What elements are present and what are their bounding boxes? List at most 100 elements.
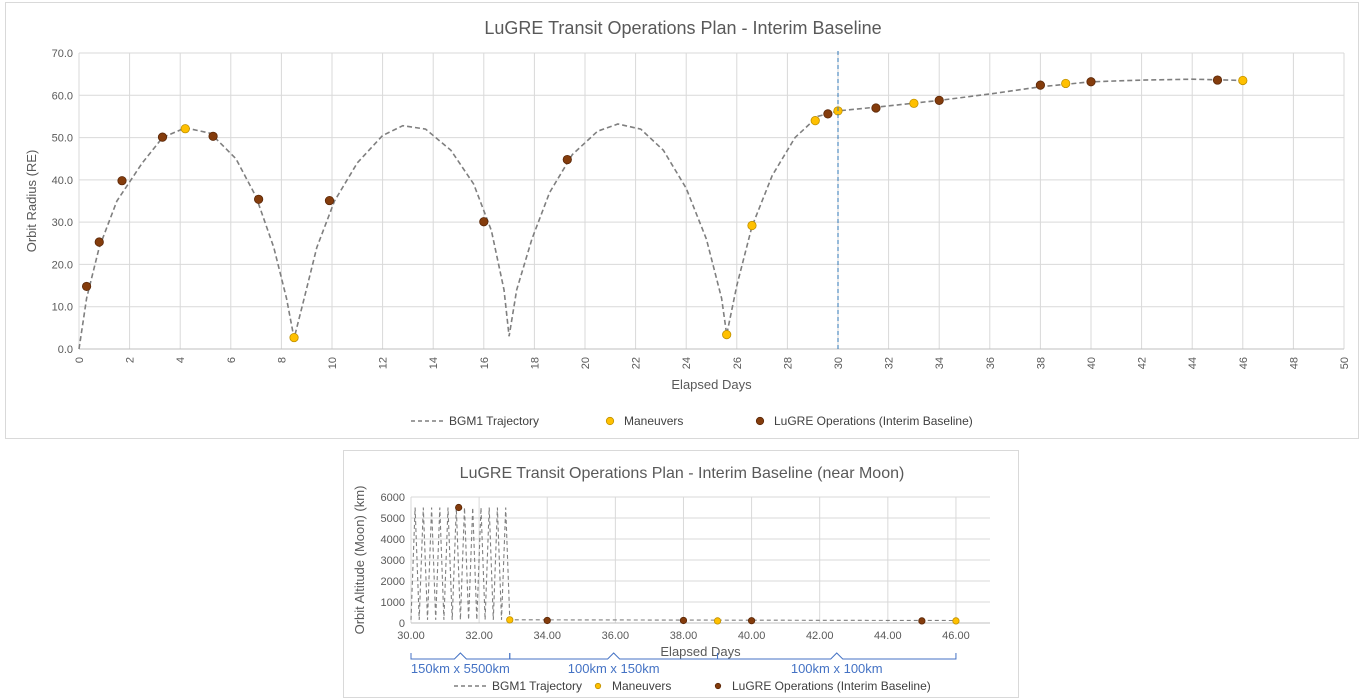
y-axis-label: Orbit Radius (RE) <box>24 150 39 253</box>
x-tick-label: 34.00 <box>533 630 561 642</box>
x-tick-label: 0 <box>74 357 86 363</box>
x-tick-label: 30 <box>833 357 845 369</box>
chart-title: LuGRE Transit Operations Plan - Interim … <box>484 18 881 38</box>
legend-maneuvers-swatch <box>594 682 602 690</box>
x-tick-label: 8 <box>276 357 288 363</box>
maneuver-point <box>722 330 732 340</box>
operation-point <box>324 195 335 206</box>
near-moon-chart: LuGRE Transit Operations Plan - Interim … <box>343 450 1019 698</box>
x-tick-label: 38 <box>1035 357 1047 369</box>
y-tick-label: 50.0 <box>52 133 73 145</box>
operation-point <box>823 109 833 119</box>
x-tick-label: 6 <box>226 357 238 363</box>
y-tick-label: 4000 <box>381 534 405 546</box>
y-tick-label: 6000 <box>381 492 405 504</box>
x-tick-label: 10 <box>327 357 339 369</box>
operation-point <box>1035 80 1046 90</box>
x-tick-label: 26 <box>732 357 744 369</box>
maneuver-point <box>1238 75 1248 86</box>
operation-point <box>679 616 688 625</box>
y-tick-label: 70.0 <box>52 48 73 60</box>
maneuver-point <box>952 617 960 625</box>
x-tick-label: 44 <box>1187 357 1199 369</box>
y-tick-label: 20.0 <box>52 259 73 271</box>
y-tick-label: 40.0 <box>52 175 73 187</box>
phase-bracket <box>410 652 511 660</box>
maneuver-point <box>909 98 919 108</box>
chart-title: LuGRE Transit Operations Plan - Interim … <box>460 465 905 482</box>
operation-point <box>562 154 572 165</box>
x-tick-label: 40 <box>1086 357 1098 369</box>
x-tick-label: 40.00 <box>738 630 766 642</box>
phase-bracket-label: 100km x 100km <box>791 661 883 676</box>
x-tick-label: 46 <box>1238 357 1250 369</box>
operation-point <box>479 217 489 227</box>
phase-bracket-label: 100km x 150km <box>568 661 660 676</box>
y-tick-label: 1000 <box>381 597 405 609</box>
legend-label: LuGRE Operations (Interim Baseline) <box>774 414 973 428</box>
x-tick-label: 36 <box>985 357 997 369</box>
operation-point <box>157 132 168 142</box>
x-tick-label: 38.00 <box>670 630 698 642</box>
x-tick-label: 50 <box>1339 357 1351 369</box>
operation-point <box>117 176 127 186</box>
y-tick-label: 0 <box>399 618 405 630</box>
operation-point <box>918 617 926 625</box>
operation-point <box>1212 75 1223 85</box>
operation-point <box>94 237 104 247</box>
maneuver-point <box>713 617 722 625</box>
x-tick-label: 12 <box>378 357 390 369</box>
y-tick-label: 2000 <box>381 576 405 588</box>
x-tick-label: 32 <box>884 357 896 369</box>
operation-point <box>871 103 881 113</box>
trajectory-line <box>78 78 1243 350</box>
orbit-radius-chart-svg: LuGRE Transit Operations Plan - Interim … <box>24 18 1351 428</box>
maneuver-point <box>747 220 757 231</box>
maneuver-point <box>810 116 820 126</box>
operation-point <box>81 281 92 292</box>
x-tick-label: 32.00 <box>465 630 493 642</box>
y-tick-label: 30.0 <box>52 217 73 229</box>
x-tick-label: 46.00 <box>942 630 970 642</box>
x-tick-label: 44.00 <box>874 630 902 642</box>
x-tick-label: 42 <box>1137 357 1149 369</box>
phase-bracket-label: 150km x 5500km <box>411 661 510 676</box>
x-tick-label: 4 <box>175 357 187 363</box>
maneuver-point <box>506 616 514 624</box>
y-tick-label: 10.0 <box>52 302 73 314</box>
x-tick-label: 16 <box>479 357 491 369</box>
x-tick-label: 36.00 <box>602 630 630 642</box>
operation-point <box>543 616 551 625</box>
y-axis-label: Orbit Altitude (Moon) (km) <box>352 486 367 635</box>
operation-point <box>455 503 463 512</box>
legend-operations-swatch <box>755 416 765 426</box>
legend-operations-swatch <box>714 682 722 690</box>
x-axis-label: Elapsed Days <box>660 644 741 659</box>
x-tick-label: 22 <box>631 357 643 369</box>
x-tick-label: 24 <box>681 357 693 369</box>
trajectory-line <box>410 507 956 622</box>
operation-point <box>1086 77 1096 87</box>
phase-bracket <box>717 652 957 660</box>
legend-label: LuGRE Operations (Interim Baseline) <box>732 679 931 693</box>
legend-label: Maneuvers <box>624 414 683 428</box>
legend-maneuvers-swatch <box>605 416 615 426</box>
x-tick-label: 42.00 <box>806 630 834 642</box>
x-tick-label: 30.00 <box>397 630 425 642</box>
x-tick-label: 34 <box>934 357 946 369</box>
legend-label: BGM1 Trajectory <box>449 414 539 428</box>
y-tick-label: 5000 <box>381 513 405 525</box>
maneuver-point <box>1061 78 1071 89</box>
orbit-radius-chart: LuGRE Transit Operations Plan - Interim … <box>5 2 1359 439</box>
x-tick-label: 28 <box>782 357 794 369</box>
x-axis-label: Elapsed Days <box>671 377 752 392</box>
y-tick-label: 60.0 <box>52 90 73 102</box>
x-tick-label: 2 <box>125 357 137 363</box>
x-tick-label: 14 <box>428 357 440 369</box>
operation-point <box>254 194 264 204</box>
legend-label: BGM1 Trajectory <box>492 679 582 693</box>
y-tick-label: 3000 <box>381 555 405 567</box>
x-tick-label: 20 <box>580 357 592 369</box>
operation-point <box>747 617 756 625</box>
x-tick-label: 48 <box>1288 357 1300 369</box>
